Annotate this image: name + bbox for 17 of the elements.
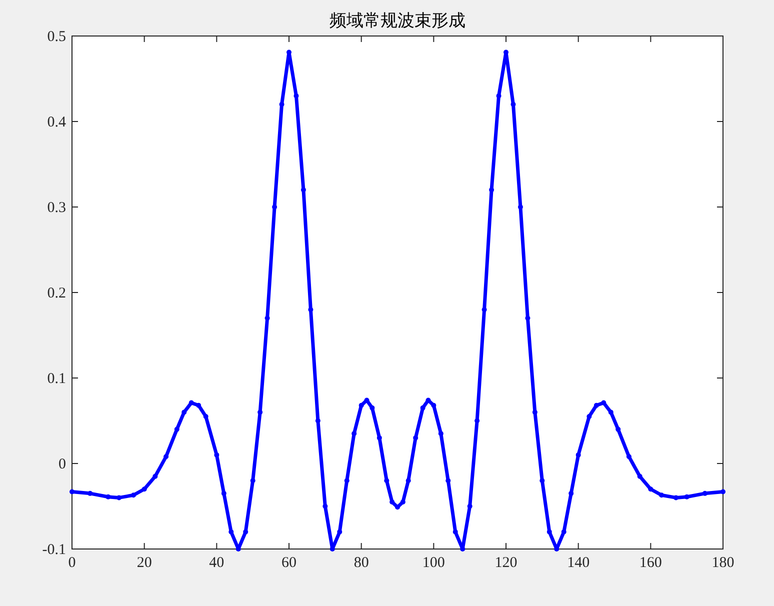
y-tick-label: -0.1 (42, 542, 66, 558)
x-tick-label: 160 (639, 555, 662, 571)
y-tick-label: 0.4 (47, 114, 66, 130)
x-tick-label: 80 (354, 555, 369, 571)
y-tick-label: 0 (58, 456, 66, 472)
x-tick-label: 20 (136, 555, 152, 571)
y-tick-label: 0.1 (47, 371, 66, 387)
x-tick-label: 120 (494, 555, 518, 571)
x-tick-label: 60 (282, 555, 296, 571)
chart-title: 频域常规波束形成 (330, 11, 466, 30)
y-tick-label: 0.5 (47, 29, 66, 45)
x-tick-label: 180 (712, 555, 734, 571)
x-tick-label: 40 (209, 555, 224, 571)
x-tick-label: 140 (567, 555, 590, 571)
y-tick-label: 0.3 (47, 200, 66, 216)
y-tick-label: 0.2 (47, 286, 66, 302)
x-tick-label: 100 (422, 555, 445, 571)
